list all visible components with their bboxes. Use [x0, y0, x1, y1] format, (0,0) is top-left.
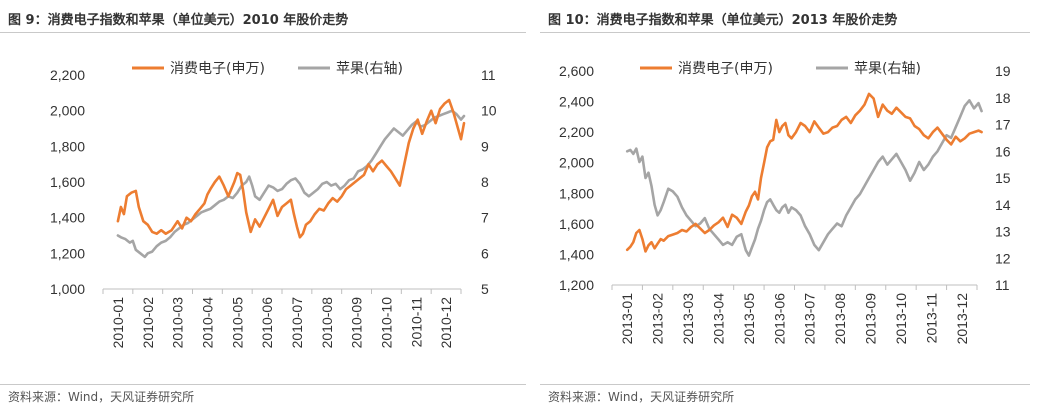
chart-figure-9: 消费电子(申万) 苹果(右轴) 1,000 1,200 1,400 1,600 1,800 2…: [50, 61, 497, 349]
x-tick-label: 2010-01: [110, 297, 126, 349]
x-tick-label: 2010-03: [170, 297, 186, 349]
title-rule: [540, 32, 1030, 33]
x-tick-label: 2013-12: [954, 293, 970, 345]
y-left-tick-label: 1,400: [559, 246, 594, 262]
x-tick-label: 2013-05: [741, 293, 757, 345]
source-note: 资料来源：Wind，天风证券研究所: [548, 390, 735, 404]
x-tick-label: 2013-07: [802, 293, 818, 345]
y-left-tick-label: 1,200: [559, 277, 594, 293]
y-right-tick-label: 19: [995, 63, 1011, 79]
y-right-tick-label: 5: [481, 281, 489, 297]
series-line-apple: [625, 99, 983, 257]
x-tick-label: 2013-09: [863, 293, 879, 345]
x-tick-label: 2010-10: [378, 297, 394, 349]
y-left-tick-label: 1,800: [559, 185, 594, 201]
y-right-tick-label: 14: [995, 197, 1011, 213]
x-tick-label: 2013-03: [680, 293, 696, 345]
y-left-tick-label: 2,200: [559, 124, 594, 140]
x-tick-label: 2010-09: [349, 297, 365, 349]
x-tick-label: 2010-08: [319, 297, 335, 349]
y-right-tick-label: 12: [995, 250, 1011, 266]
x-tick-label: 2010-06: [259, 297, 275, 349]
x-tick-label: 2010-02: [140, 297, 156, 349]
figure-10-panel: 图 10：消费电子指数和苹果（单位美元）2013 年股价走势 消费电子(申万) 苹…: [540, 0, 1051, 419]
x-tick-label: 2010-04: [199, 297, 215, 349]
y-right-tick-label: 18: [995, 90, 1011, 106]
y-right-tick-label: 6: [481, 245, 489, 261]
source-rule: [540, 384, 1030, 385]
x-tick-label: 2010-07: [289, 297, 305, 349]
y-right-tick-label: 15: [995, 170, 1011, 186]
figure-title: 图 10：消费电子指数和苹果（单位美元）2013 年股价走势: [548, 13, 898, 28]
x-tick-label: 2013-10: [893, 293, 909, 345]
x-tick-label: 2013-08: [832, 293, 848, 345]
source-note: 资料来源：Wind，天风证券研究所: [8, 390, 195, 404]
x-tick-label: 2013-06: [771, 293, 787, 345]
x-tick-label: 2013-04: [710, 293, 726, 345]
y-left-tick-label: 2,000: [50, 103, 85, 119]
legend-label: 消费电子(申万): [170, 61, 265, 77]
title-rule: [0, 32, 526, 33]
figure-title: 图 9：消费电子指数和苹果（单位美元）2010 年股价走势: [8, 13, 349, 28]
x-tick-label: 2010-11: [408, 297, 424, 348]
y-left-tick-label: 1,200: [50, 245, 85, 261]
series-line-consumer-electronics: [625, 92, 983, 253]
y-left-tick-label: 2,200: [50, 67, 85, 83]
y-left-tick-label: 1,400: [50, 210, 85, 226]
x-tick-label: 2010-05: [229, 297, 245, 349]
x-tick-label: 2013-11: [923, 293, 939, 344]
chart-figure-10: 消费电子(申万) 苹果(右轴) 1,200 1,400 1,600 1,800 2,000 2…: [559, 61, 1011, 345]
y-left-tick-label: 2,600: [559, 63, 594, 79]
y-right-tick-label: 13: [995, 224, 1011, 240]
source-rule: [0, 384, 526, 385]
y-left-tick-label: 2,000: [559, 155, 594, 171]
series-line-consumer-electronics: [116, 98, 466, 239]
y-right-tick-label: 8: [481, 174, 489, 190]
series-line-apple: [116, 109, 466, 259]
y-left-tick-label: 1,000: [50, 281, 85, 297]
y-right-tick-label: 17: [995, 117, 1011, 133]
x-tick-label: 2010-12: [438, 297, 454, 349]
y-right-tick-label: 11: [995, 277, 1010, 293]
y-left-tick-label: 1,600: [50, 174, 85, 190]
x-tick-label: 2013-01: [619, 293, 635, 345]
y-right-tick-label: 10: [481, 103, 497, 119]
x-tick-label: 2013-02: [650, 293, 666, 345]
legend-label: 苹果(右轴): [854, 61, 921, 77]
figure-9-panel: 图 9：消费电子指数和苹果（单位美元）2010 年股价走势 消费电子(申万) 苹果…: [0, 13, 526, 404]
y-right-tick-label: 16: [995, 143, 1011, 159]
y-right-tick-label: 11: [481, 67, 496, 83]
y-left-tick-label: 2,400: [559, 94, 594, 110]
y-left-tick-label: 1,600: [559, 216, 594, 232]
y-right-tick-label: 7: [481, 210, 489, 226]
y-left-tick-label: 1,800: [50, 138, 85, 154]
y-right-tick-label: 9: [481, 138, 489, 154]
legend-label: 苹果(右轴): [336, 61, 403, 77]
legend-label: 消费电子(申万): [678, 61, 773, 77]
